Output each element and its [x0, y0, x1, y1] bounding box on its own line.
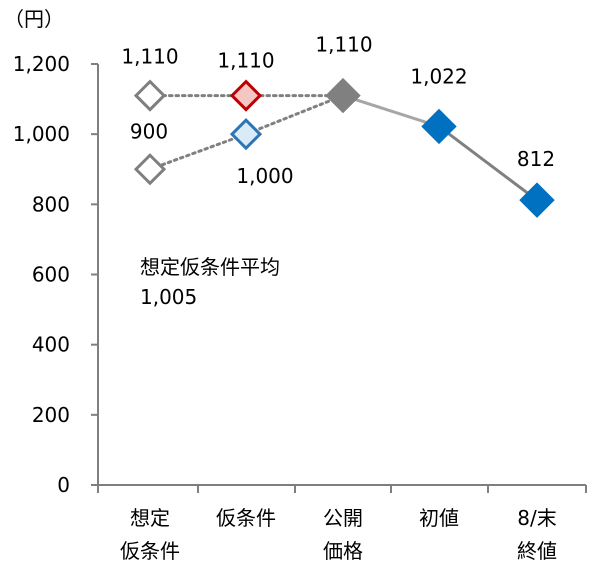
x-category-label: 想定仮条件 [120, 506, 180, 563]
x-category-label-line: 仮条件 [120, 539, 180, 563]
x-category-label: 8/末終値 [517, 506, 557, 563]
data-marker [325, 77, 361, 114]
y-tick-label: 1,200 [13, 52, 70, 76]
x-category-label-line: 仮条件 [216, 506, 276, 530]
x-category-label-line: 終値 [517, 539, 557, 563]
data-label: 812 [517, 147, 555, 171]
y-tick-label: 200 [32, 403, 70, 427]
data-label: 1,110 [315, 33, 372, 57]
data-labels: 1,110 1,110 900 1,000 1,110 1,022 812 [121, 33, 555, 189]
data-label: 1,000 [236, 164, 293, 188]
series-line-actual [438, 125, 538, 202]
y-tick-label: 1,000 [13, 122, 70, 146]
data-marker [133, 153, 167, 186]
y-tick-label: 400 [32, 333, 70, 357]
data-marker [519, 182, 555, 218]
x-category-label-line: 価格 [323, 539, 363, 563]
y-tick-label: 600 [32, 263, 70, 287]
x-category-label-line: 8/末 [517, 506, 556, 530]
y-tick-label: 0 [57, 473, 70, 497]
y-tick-label: 800 [32, 192, 70, 216]
x-category-label-line: 初値 [419, 506, 459, 530]
x-category-label-line: 想定 [130, 506, 170, 530]
series-line-actual [342, 94, 440, 128]
data-marker [133, 79, 167, 112]
data-marker [229, 118, 263, 151]
data-label: 1,022 [410, 64, 467, 88]
data-label: 1,110 [121, 45, 178, 69]
data-label: 1,110 [217, 49, 274, 73]
x-category-label: 公開価格 [323, 506, 363, 563]
annotation: 想定仮条件平均 1,005 [140, 255, 280, 309]
x-category-label: 仮条件 [216, 506, 276, 530]
annotation-line: 1,005 [140, 285, 197, 309]
data-marker [229, 79, 263, 112]
y-unit-label: （円） [4, 7, 64, 31]
data-label: 900 [130, 119, 168, 143]
annotation-line: 想定仮条件平均 [140, 255, 280, 279]
data-markers [133, 77, 555, 218]
data-marker [421, 108, 457, 145]
series-line-lower-range [148, 94, 345, 171]
x-category-label: 初値 [419, 506, 459, 530]
x-category-label-line: 公開 [323, 506, 363, 530]
